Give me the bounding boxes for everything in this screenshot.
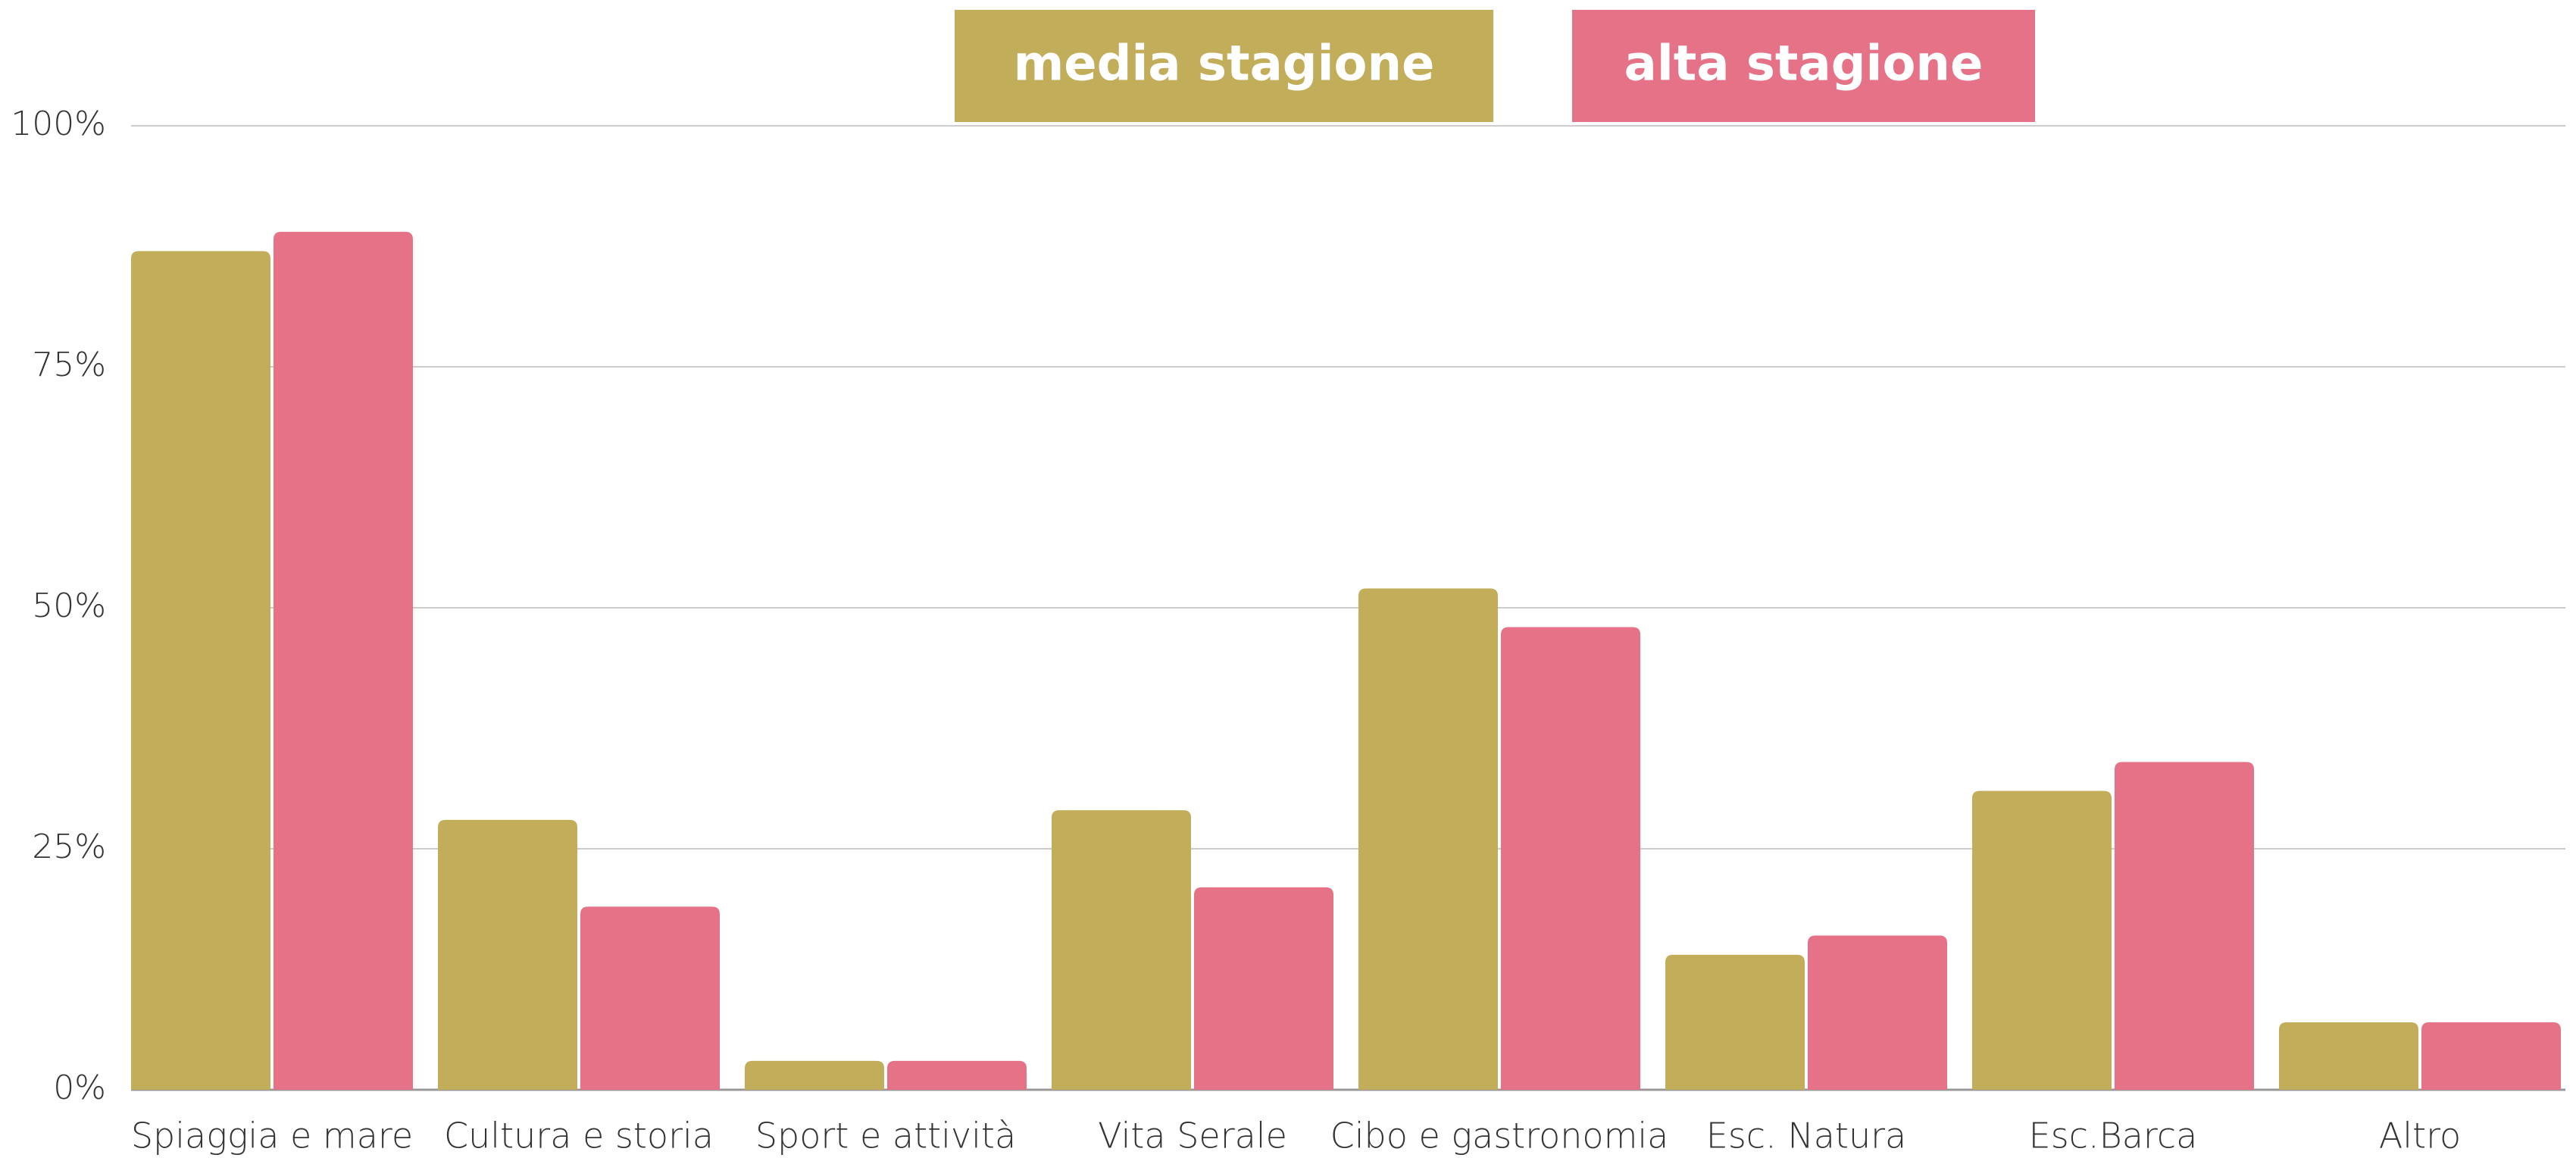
bar — [438, 819, 577, 1090]
bar — [131, 251, 270, 1090]
legend-label: media stagione — [1014, 36, 1435, 92]
bar — [1808, 935, 1947, 1090]
bar — [2421, 1022, 2561, 1090]
x-tick-label: Spiaggia e mare — [131, 1116, 413, 1156]
bar — [887, 1060, 1027, 1090]
bar — [1052, 810, 1191, 1090]
y-tick-label: 75% — [32, 346, 106, 384]
x-tick-label: Altro — [2379, 1116, 2461, 1156]
x-tick-label: Cultura e storia — [444, 1116, 714, 1156]
bar — [274, 231, 413, 1090]
bar — [2115, 762, 2254, 1090]
bar — [1972, 790, 2112, 1090]
x-tick-label: Sport e attività — [755, 1116, 1016, 1156]
bar — [745, 1060, 884, 1090]
y-tick-label: 50% — [32, 587, 106, 625]
bar — [1358, 588, 1498, 1090]
legend-label: alta stagione — [1624, 36, 1984, 92]
bar — [1665, 954, 1805, 1090]
x-tick-label: Esc. Natura — [1706, 1116, 1906, 1156]
y-tick-label: 25% — [32, 828, 106, 866]
y-tick-label: 100% — [11, 105, 106, 143]
legend-swatch — [955, 10, 1493, 122]
x-tick-label: Cibo e gastronomia — [1330, 1116, 1669, 1156]
y-tick-label: 0% — [53, 1069, 106, 1107]
bar — [2279, 1022, 2418, 1090]
bar — [580, 906, 720, 1090]
x-tick-label: Esc.Barca — [2029, 1116, 2198, 1156]
legend-swatch — [1572, 10, 2035, 122]
bar — [1194, 887, 1333, 1090]
bar — [1501, 627, 1640, 1090]
x-tick-label: Vita Serale — [1098, 1116, 1287, 1156]
